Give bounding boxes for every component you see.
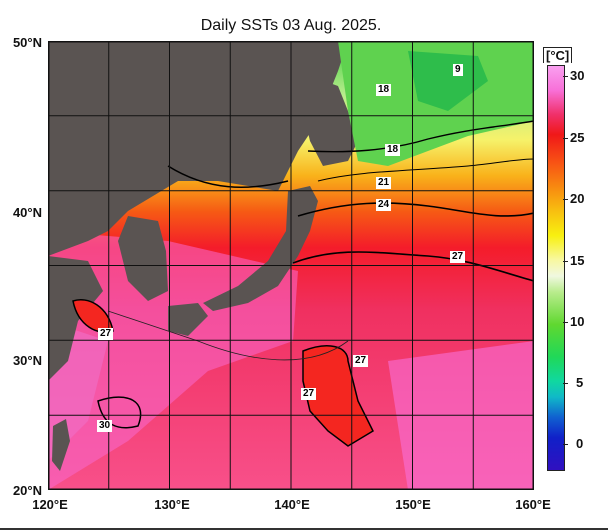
- contour-label: 18: [376, 84, 392, 96]
- contour-label: 21: [376, 177, 392, 189]
- lon-label-150e: 150°E: [395, 497, 431, 512]
- colorbar: [547, 65, 565, 471]
- colorbar-tick: [563, 76, 568, 77]
- colorbar-unit: [°C]: [543, 47, 573, 63]
- lon-label-130e: 130°E: [154, 497, 190, 512]
- bottom-divider: [0, 528, 608, 530]
- contour-label: 30: [97, 420, 113, 432]
- lat-label-50n: 50°N: [12, 35, 42, 50]
- colorbar-label-30: 30: [570, 68, 585, 83]
- chart-title: Daily SSTs 03 Aug. 2025.: [200, 17, 382, 34]
- colorbar-label-15: 15: [570, 253, 585, 268]
- contour-label: 27: [301, 388, 317, 400]
- contour-label: 9: [453, 64, 463, 76]
- lon-label-160e: 160°E: [515, 497, 551, 512]
- contour-label: 27: [98, 328, 114, 340]
- colorbar-label-10: 10: [570, 314, 585, 329]
- colorbar-tick: [563, 444, 568, 445]
- lat-label-30n: 30°N: [12, 353, 42, 368]
- lon-label-120e: 120°E: [32, 497, 68, 512]
- colorbar-label-20: 20: [570, 191, 585, 206]
- contour-label: 18: [385, 144, 401, 156]
- sst-map: [48, 41, 534, 490]
- colorbar-label-5: 5: [576, 375, 584, 390]
- colorbar-tick: [563, 322, 568, 323]
- colorbar-tick: [563, 199, 568, 200]
- colorbar-tick: [563, 138, 568, 139]
- contour-label: 24: [376, 199, 392, 211]
- lat-label-20n: 20°N: [12, 483, 42, 498]
- lat-label-40n: 40°N: [12, 205, 42, 220]
- colorbar-tick: [563, 383, 568, 384]
- colorbar-label-25: 25: [570, 130, 585, 145]
- contour-label: 27: [450, 251, 466, 263]
- lon-label-140e: 140°E: [274, 497, 310, 512]
- colorbar-label-0: 0: [576, 436, 584, 451]
- colorbar-tick: [563, 261, 568, 262]
- contour-label: 27: [353, 355, 369, 367]
